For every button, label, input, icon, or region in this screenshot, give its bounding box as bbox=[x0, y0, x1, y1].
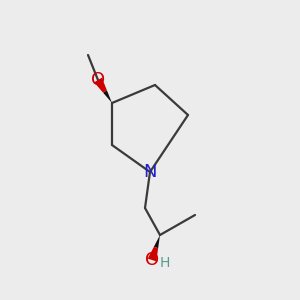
Polygon shape bbox=[148, 247, 158, 261]
Polygon shape bbox=[103, 90, 112, 103]
Text: N: N bbox=[143, 163, 157, 181]
Polygon shape bbox=[94, 78, 107, 93]
Text: H: H bbox=[160, 256, 170, 270]
Text: O: O bbox=[91, 71, 105, 89]
Polygon shape bbox=[154, 235, 160, 248]
Text: O: O bbox=[145, 251, 159, 269]
